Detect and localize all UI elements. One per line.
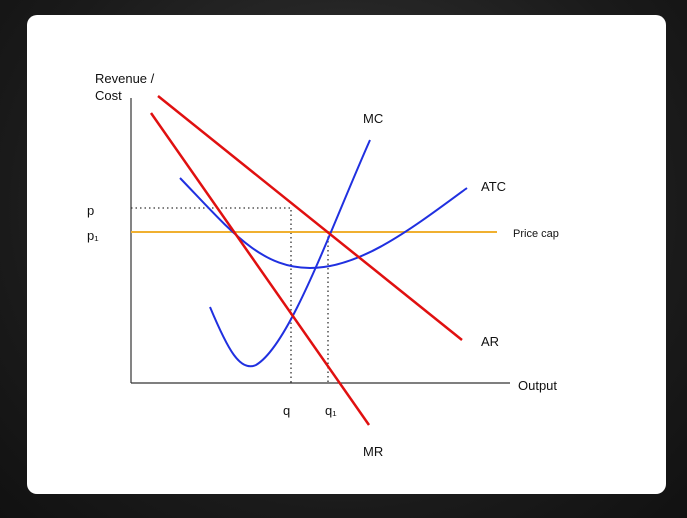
curve-label: AR	[481, 334, 499, 349]
ar-curve	[157, 95, 463, 341]
y-axis-label: Revenue /	[95, 71, 155, 86]
curve-label: MR	[363, 444, 383, 459]
curve-label: Price cap	[513, 228, 559, 240]
slide-card	[27, 15, 666, 494]
curve-label: MC	[363, 111, 383, 126]
atc-curve	[179, 177, 468, 270]
mc-curve	[209, 139, 371, 368]
y-axis-label: Cost	[95, 88, 122, 103]
mr-curve	[149, 112, 371, 426]
level-label: p	[87, 203, 94, 218]
level-label: p₁	[87, 228, 99, 243]
level-label: q	[283, 403, 290, 418]
level-label: q₁	[325, 403, 337, 418]
x-axis-label: Output	[518, 378, 557, 393]
curve-label: ATC	[481, 179, 506, 194]
